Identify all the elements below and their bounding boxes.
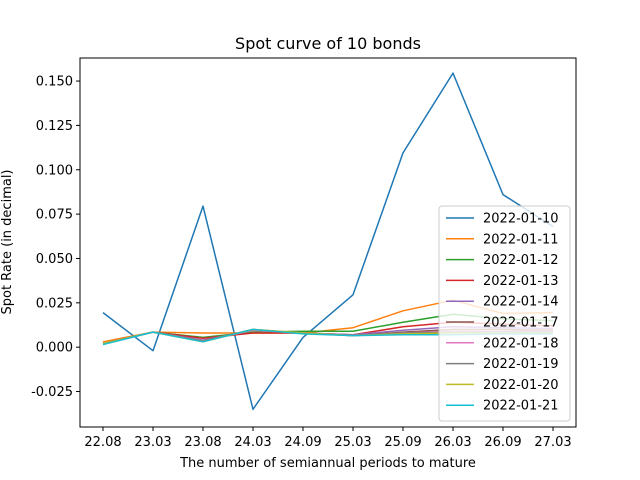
y-tick-label: 0.050 [36,252,73,267]
legend-label: 2022-01-20 [483,378,559,393]
x-tick-label: 23.08 [184,435,221,450]
legend-label: 2022-01-21 [483,399,559,414]
plot-area: 22.08 23.03 23.08 24.03 24.09 25.03 25.09 26.03… [31,57,577,450]
x-tick-label: 24.03 [234,435,271,450]
y-axis-label: Spot Rate (in decimal) [0,169,15,314]
legend: 2022-01-10 2022-01-11 2022-01-12 2022-01-13… [438,205,571,422]
x-tick-label: 27.03 [534,435,571,450]
y-tick-label: 0.075 [36,208,73,223]
y-axis: -0.025 0.000 0.025 0.050 0.075 0.100 0.125 0.15… [31,75,80,400]
x-axis-label: The number of semiannual periods to matu… [179,456,476,471]
legend-label: 2022-01-17 [483,316,559,331]
y-tick-label: 0.125 [36,119,73,134]
chart-title: Spot curve of 10 bonds [235,34,421,53]
x-tick-label: 22.08 [84,435,121,450]
x-axis: 22.08 23.03 23.08 24.03 24.09 25.03 25.09 26.03… [84,427,572,450]
legend-label: 2022-01-12 [483,253,559,268]
y-tick-label: -0.025 [31,385,73,400]
legend-label: 2022-01-14 [483,295,559,310]
x-tick-label: 25.09 [384,435,421,450]
y-tick-label: 0.150 [36,75,73,90]
x-tick-label: 26.03 [434,435,471,450]
legend-label: 2022-01-10 [483,212,559,227]
legend-label: 2022-01-18 [483,336,559,351]
y-tick-label: 0.025 [36,296,73,311]
legend-label: 2022-01-11 [483,232,559,247]
x-tick-label: 24.09 [284,435,321,450]
plot-frame [79,57,577,428]
legend-label: 2022-01-13 [483,274,559,289]
y-tick-label: 0.000 [36,341,73,356]
y-tick-label: 0.100 [36,163,73,178]
series-line-2022-01-10 [102,72,554,411]
x-tick-label: 23.03 [134,435,171,450]
x-tick-label: 25.03 [334,435,371,450]
legend-items: 2022-01-10 2022-01-11 2022-01-12 2022-01-13… [446,212,559,414]
legend-label: 2022-01-19 [483,357,559,372]
x-tick-label: 26.09 [484,435,521,450]
